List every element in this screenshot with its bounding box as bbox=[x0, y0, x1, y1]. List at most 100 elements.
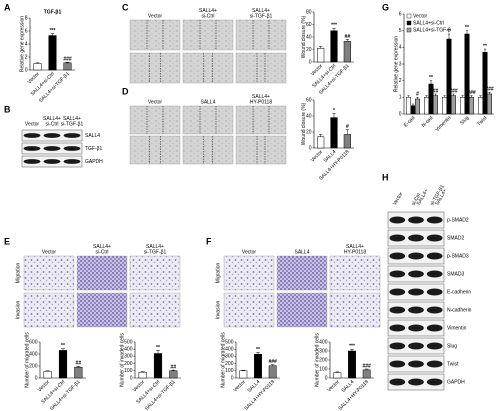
error-bar bbox=[461, 95, 464, 98]
blot-band bbox=[23, 146, 41, 151]
column-label: SALL4 bbox=[200, 99, 215, 105]
error-bar bbox=[350, 348, 354, 351]
bar bbox=[362, 369, 371, 379]
column-label: SALL4+ bbox=[252, 94, 270, 100]
error-bar bbox=[483, 48, 487, 53]
significance-label: ** bbox=[156, 345, 160, 351]
blot-band bbox=[426, 306, 443, 314]
x-tick-label: Twist bbox=[476, 115, 489, 128]
y-tick-label: 1 bbox=[399, 95, 402, 101]
error-bar bbox=[411, 103, 415, 106]
significance-label: ** bbox=[483, 43, 487, 49]
y-axis-label: Number of migrated cells bbox=[221, 332, 227, 388]
bar bbox=[343, 41, 351, 63]
blot-band bbox=[23, 133, 41, 138]
blot-band bbox=[426, 324, 443, 332]
y-tick-label: 0 bbox=[309, 59, 312, 65]
transwell-image bbox=[23, 255, 75, 291]
y-tick-label: 6 bbox=[25, 28, 28, 34]
panel-letter: B bbox=[4, 104, 11, 114]
column-label: si-TGF-β1 bbox=[61, 121, 84, 127]
error-bar bbox=[270, 364, 275, 366]
bar bbox=[348, 350, 356, 379]
error-bar bbox=[45, 370, 50, 372]
bar bbox=[58, 350, 68, 379]
y-tick-label: 0 bbox=[35, 375, 38, 381]
y-tick-label: 6 bbox=[399, 11, 402, 17]
row-label: GAPDH bbox=[85, 159, 103, 165]
y-tick-label: 2 bbox=[399, 78, 402, 84]
wound-image bbox=[129, 52, 181, 84]
error-bar bbox=[416, 97, 419, 99]
transwell-image bbox=[329, 255, 381, 291]
y-tick-label: 300 bbox=[124, 354, 133, 360]
y-tick-label: 100 bbox=[124, 368, 133, 374]
y-tick-label: 400 bbox=[319, 339, 328, 345]
bar bbox=[153, 353, 163, 379]
wound-image bbox=[182, 19, 234, 51]
panel-letter: G bbox=[382, 2, 389, 12]
panel-letter: A bbox=[4, 2, 11, 12]
column-label: Vector bbox=[25, 121, 40, 127]
legend-swatch bbox=[406, 20, 412, 26]
bar bbox=[478, 97, 483, 115]
blot-band bbox=[426, 342, 443, 350]
significance-label: ## bbox=[345, 34, 351, 40]
column-label: SALL4+ bbox=[346, 244, 364, 250]
error-bar bbox=[319, 46, 323, 49]
column-label: Vector bbox=[148, 13, 163, 19]
column-label: si-Ctrl bbox=[201, 13, 214, 19]
error-bar bbox=[465, 30, 469, 34]
transwell-image bbox=[276, 292, 328, 328]
y-tick-label: 60 bbox=[306, 97, 312, 103]
bar bbox=[138, 371, 147, 379]
error-bar bbox=[319, 134, 323, 137]
error-bar bbox=[345, 129, 349, 135]
wound-image bbox=[235, 105, 287, 135]
row-label: Migration bbox=[215, 263, 221, 284]
bar bbox=[464, 33, 470, 115]
wound-image bbox=[182, 52, 234, 84]
row-label: Migration bbox=[15, 263, 21, 284]
blot-band bbox=[426, 270, 443, 278]
bar bbox=[48, 35, 57, 71]
bar bbox=[239, 370, 248, 379]
legend-label: Vector bbox=[413, 13, 428, 19]
y-tick-label: 3 bbox=[399, 61, 402, 67]
bar bbox=[169, 370, 178, 379]
y-tick-label: 0 bbox=[130, 375, 133, 381]
significance-label: ** bbox=[256, 347, 260, 353]
blot-band bbox=[408, 378, 424, 386]
bar bbox=[460, 97, 465, 115]
error-bar bbox=[35, 62, 40, 64]
y-axis-label: Relative gene expression bbox=[20, 16, 26, 72]
transwell-image bbox=[223, 292, 275, 328]
x-tick-label: Slug bbox=[459, 115, 470, 126]
x-tick-label: Vimentin bbox=[434, 115, 452, 133]
y-tick-label: 500 bbox=[124, 339, 133, 345]
blot-band bbox=[408, 360, 424, 368]
error-bar bbox=[50, 33, 55, 36]
wound-image bbox=[129, 105, 181, 135]
y-tick-label: 40 bbox=[306, 34, 312, 40]
y-axis-label: Number of invaded cells bbox=[315, 333, 321, 387]
column-label: SALL4+ bbox=[146, 244, 164, 250]
row-label: SALL4 bbox=[85, 133, 100, 139]
significance-label: ** bbox=[61, 343, 65, 349]
y-tick-label: 100 bbox=[319, 366, 328, 372]
row-label: p-SMAD3 bbox=[447, 253, 469, 259]
column-label: si-TGF-β1 bbox=[144, 249, 167, 255]
y-tick-label: 20 bbox=[306, 129, 312, 135]
panel-letter: D bbox=[122, 86, 129, 96]
blot-band bbox=[408, 324, 424, 332]
error-bar bbox=[156, 350, 160, 354]
y-tick-label: 200 bbox=[225, 361, 234, 367]
error-bar bbox=[434, 93, 437, 96]
error-bar bbox=[241, 369, 246, 371]
row-label: SMAD2 bbox=[447, 235, 464, 241]
bar bbox=[33, 63, 42, 71]
blot-band bbox=[408, 270, 424, 278]
transwell-image bbox=[76, 255, 128, 291]
error-bar bbox=[335, 371, 340, 373]
blot-band bbox=[426, 378, 443, 386]
